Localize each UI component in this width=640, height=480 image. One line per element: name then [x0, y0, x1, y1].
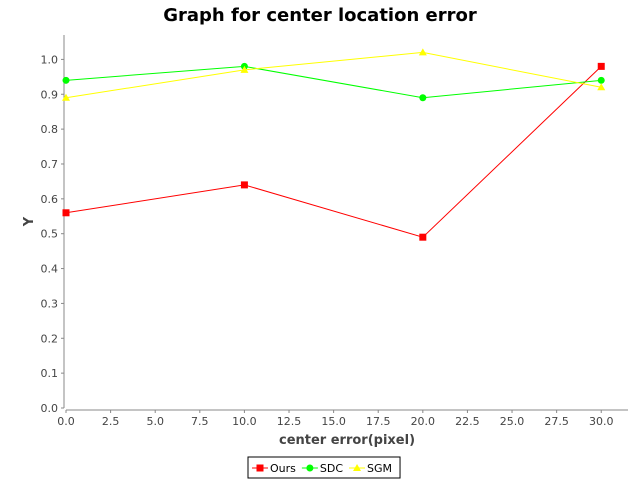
legend-label-ours: Ours	[270, 462, 296, 475]
data-point-sgm	[62, 93, 70, 101]
data-point-sdc	[62, 76, 70, 84]
y-tick-label: 0.4	[41, 263, 59, 276]
series-ours	[62, 62, 605, 241]
data-point-ours	[240, 181, 248, 189]
x-tick-label: 10.0	[232, 415, 257, 428]
x-tick-label: 22.5	[455, 415, 480, 428]
y-tick-label: 0.6	[41, 193, 59, 206]
x-tick-label: 20.0	[411, 415, 436, 428]
x-tick-label: 2.5	[102, 415, 120, 428]
data-point-sdc	[419, 94, 427, 102]
legend-marker-sdc	[306, 464, 314, 472]
x-axis: 0.0 2.5 5.0 7.5 10.0 12.5 15.0 17.5 20.0 22.5 25.0…	[57, 410, 613, 428]
legend-label-sgm: SGM	[367, 462, 392, 475]
data-point-ours	[419, 233, 427, 241]
legend-marker-sgm	[353, 464, 362, 471]
x-tick-label: 30.0	[589, 415, 614, 428]
legend-marker-ours	[256, 464, 264, 472]
data-point-ours	[62, 209, 70, 217]
y-tick-label: 1.0	[41, 53, 59, 66]
y-tick-label: 0.9	[41, 88, 59, 101]
y-tick-label: 0.8	[41, 123, 59, 136]
x-tick-label: 17.5	[366, 415, 391, 428]
x-tick-label: 5.0	[146, 415, 164, 428]
data-point-ours	[597, 62, 605, 70]
data-point-sgm	[418, 48, 427, 56]
data-point-sdc	[597, 76, 605, 84]
series-layer	[62, 48, 606, 241]
data-point-sgm	[240, 65, 249, 73]
y-axis-title: Y	[22, 216, 37, 227]
plot-area	[66, 35, 628, 408]
x-tick-label: 15.0	[321, 415, 346, 428]
x-tick-label: 25.0	[500, 415, 525, 428]
x-tick-label: 12.5	[277, 415, 302, 428]
chart-title: Graph for center location error	[163, 5, 477, 26]
series-sgm	[62, 48, 606, 101]
series-sdc	[62, 62, 605, 102]
x-tick-label: 7.5	[191, 415, 209, 428]
x-tick-label: 0.0	[57, 415, 75, 428]
data-point-sgm	[597, 83, 606, 91]
series-line-sgm	[65, 51, 602, 99]
legend: Ours SDC SGM	[247, 456, 401, 479]
y-tick-label: 0.5	[41, 228, 59, 241]
y-tick-label: 0.7	[41, 158, 59, 171]
y-tick-label: 0.0	[41, 402, 59, 415]
legend-box	[247, 456, 401, 479]
y-tick-label: 0.1	[41, 367, 59, 380]
x-axis-title: center error(pixel)	[279, 433, 415, 448]
y-tick-label: 0.3	[41, 297, 59, 310]
series-line-sdc	[65, 65, 602, 99]
y-tick-label: 0.2	[41, 332, 59, 345]
series-line-ours	[65, 66, 602, 238]
legend-label-sdc: SDC	[320, 462, 343, 475]
x-tick-label: 27.5	[544, 415, 569, 428]
y-axis: 0.0 0.1 0.2 0.3 0.4 0.5 0.6 0.7 0.8 0.9 1.0	[41, 53, 64, 415]
